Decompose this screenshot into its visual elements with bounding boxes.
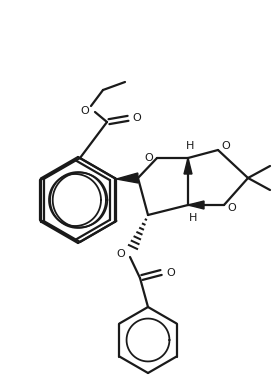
Text: H: H: [186, 141, 194, 151]
Polygon shape: [116, 173, 138, 183]
Polygon shape: [184, 158, 192, 174]
Text: O: O: [145, 153, 153, 163]
Text: O: O: [222, 141, 230, 151]
Polygon shape: [188, 201, 204, 209]
Text: O: O: [117, 249, 125, 259]
Text: O: O: [81, 106, 89, 116]
Text: O: O: [133, 113, 141, 123]
Text: O: O: [228, 203, 236, 213]
Text: H: H: [189, 213, 197, 223]
Text: O: O: [167, 268, 175, 278]
